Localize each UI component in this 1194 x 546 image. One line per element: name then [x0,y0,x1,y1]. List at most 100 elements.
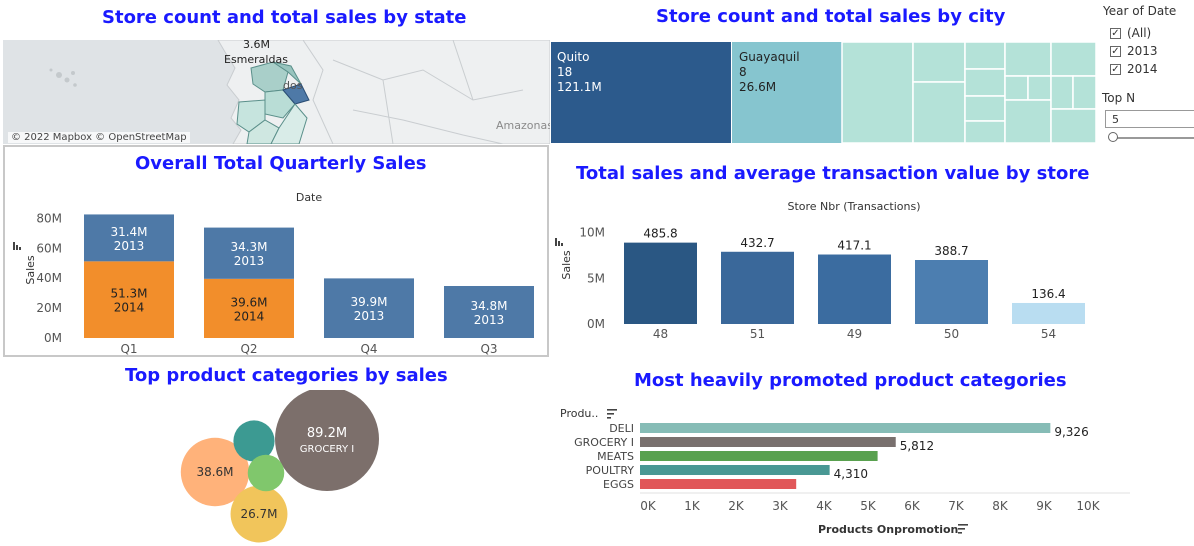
state-map[interactable]: 3.6M Esmeraldas dos Amazonas © 2022 Mapb… [3,40,550,144]
promoted-bar[interactable] [640,479,797,489]
year-option-2014[interactable]: ✓ 2014 [1110,60,1194,78]
sort-icon[interactable] [555,238,563,246]
quarterly-bar[interactable] [204,227,294,279]
quarterly-data-label: 39.6M [230,295,267,309]
promoted-xtick-label: 2K [728,499,745,513]
store-bar[interactable] [915,260,988,324]
store-bar[interactable] [624,242,697,324]
store-xtick-label: 50 [944,327,959,341]
quarterly-bar[interactable] [324,278,414,338]
quarterly-ytick-label: 20M [36,301,62,315]
store-sales-title: Total sales and average transaction valu… [576,163,1090,184]
quarterly-xtick-label: Q1 [120,342,137,356]
category-bubble[interactable] [180,437,250,507]
treemap-cell-quito[interactable] [551,42,731,143]
promoted-categories-chart[interactable]: Produ.. Products Onpromotion DELI 9,326 GR… [550,395,1140,546]
quarterly-series-label: 2013 [234,254,265,268]
quarterly-series-label: 2014 [114,301,145,315]
year-option-2013[interactable]: ✓ 2013 [1110,42,1194,60]
city-treemap-title: Store count and total sales by city [656,6,1006,27]
quarterly-series-label: 2013 [354,309,385,323]
store-data-label: 485.8 [643,227,677,241]
store-sales-chart[interactable]: Store Nbr (Transactions) Sales 0M 5M 10M 48… [550,195,1100,345]
quarterly-bar[interactable] [204,278,294,338]
promoted-xtick-label: 4K [816,499,833,513]
quarterly-data-label: 39.9M [350,295,387,309]
quarterly-ytick-label: 0M [44,331,62,345]
checkbox-checked-icon[interactable]: ✓ [1110,45,1121,57]
category-bubble[interactable] [275,390,379,491]
quarterly-bar[interactable] [84,214,174,262]
quarterly-data-label: 34.3M [230,240,267,254]
topn-input[interactable]: 5 [1105,110,1194,128]
sort-icon[interactable] [13,242,21,250]
quarterly-series-label: 2014 [234,309,265,323]
treemap-cell-guayaquil[interactable] [732,42,842,143]
sort-icon[interactable] [607,409,617,419]
topn-title: Top N [1102,91,1136,105]
store-bar[interactable] [1012,302,1085,324]
promoted-ylabel: Produ.. [560,407,598,420]
category-bubble-label: 26.7M [240,507,277,521]
promoted-category-label: GROCERY I [574,436,634,449]
promoted-xtick-label: 5K [860,499,877,513]
store-ytick-label: 0M [587,317,605,331]
store-ytick-label: 10M [579,226,605,240]
checkbox-checked-icon[interactable]: ✓ [1110,27,1121,39]
topn-slider-handle[interactable] [1108,132,1118,142]
treemap-quito-sales: 121.1M [557,80,602,94]
store-bar[interactable] [721,251,794,324]
category-bubble-name: GROCERY I [300,444,354,455]
city-treemap[interactable] [551,42,1096,143]
promoted-category-label: POULTRY [586,464,635,477]
promoted-xtick-label: 6K [904,499,921,513]
quarterly-sales-panel [3,145,549,357]
promoted-categories-title: Most heavily promoted product categories [634,370,1067,391]
quarterly-sales-title: Overall Total Quarterly Sales [135,153,427,174]
year-filter-title: Year of Date [1103,4,1177,18]
quarterly-xtick-label: Q2 [240,342,257,356]
category-bubbles-title: Top product categories by sales [125,365,448,386]
checkbox-checked-icon[interactable]: ✓ [1110,63,1121,75]
sort-icon[interactable] [958,524,968,534]
category-bubbles-chart[interactable]: 89.2M GROCERY I 38.6M 26.7M [170,390,390,546]
quarterly-sales-chart[interactable]: Date Sales 0M20M40M60M80M51.3M201431.4M2… [0,180,550,360]
category-bubble[interactable] [230,485,288,543]
topn-slider-track[interactable] [1110,137,1194,139]
store-bar[interactable] [818,254,891,324]
promoted-category-label: EGGS [603,478,634,491]
store-data-label: 432.7 [740,236,774,250]
store-data-label: 388.7 [934,244,968,258]
year-filter-list: ✓ (All) ✓ 2013 ✓ 2014 [1100,24,1194,78]
store-xtick-label: 54 [1041,327,1056,341]
year-option-label: 2013 [1127,44,1158,58]
promoted-bar[interactable] [640,465,830,475]
promoted-xlabel: Products Onpromotion [818,523,958,536]
quarterly-bar[interactable] [444,286,534,338]
map-attribution: © 2022 Mapbox © OpenStreetMap [8,132,190,143]
quarterly-ylabel: Sales [24,255,37,285]
category-bubble[interactable] [233,420,275,462]
quarterly-ytick-label: 80M [36,211,62,225]
store-xtick-label: 49 [847,327,862,341]
promoted-xtick-label: 8K [992,499,1009,513]
quarterly-ytick-label: 60M [36,241,62,255]
year-option-all[interactable]: ✓ (All) [1110,24,1194,42]
store-xlabel: Store Nbr (Transactions) [787,200,920,213]
map-partial-label: dos [283,79,303,92]
store-data-label: 417.1 [837,239,871,253]
promoted-xtick-label: 9K [1036,499,1053,513]
promoted-category-label: MEATS [597,450,634,463]
category-bubble[interactable] [247,454,285,492]
store-ylabel: Sales [560,250,573,280]
quarterly-bar[interactable] [84,261,174,338]
category-bubble-label: 38.6M [196,465,233,479]
promoted-bar[interactable] [640,437,896,447]
promoted-bar[interactable] [640,423,1051,433]
year-option-label: (All) [1127,26,1152,40]
store-ytick-label: 5M [587,271,605,285]
promoted-xtick-label: 3K [772,499,789,513]
promoted-bar[interactable] [640,451,878,461]
treemap-small-cells[interactable] [841,42,1096,143]
treemap-guayaquil-stores: 8 [739,65,747,79]
